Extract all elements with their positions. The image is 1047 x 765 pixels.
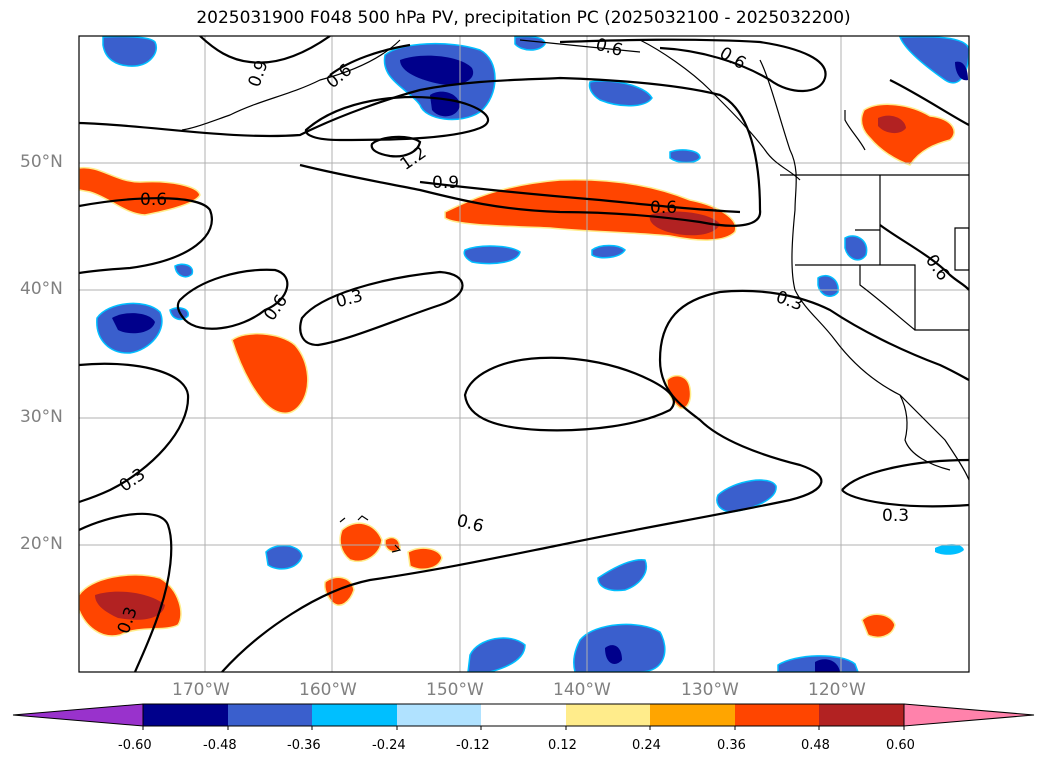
pc-blob-pos	[231, 332, 309, 414]
coastlines	[181, 39, 969, 553]
lon-label-170w: 170°W	[172, 680, 230, 700]
pc-blob-neg	[591, 244, 626, 259]
pv-contour	[889, 79, 969, 126]
colorbar-bin	[481, 704, 566, 726]
lon-label-140w: 140°W	[553, 680, 611, 700]
colorbar-tick: 0.60	[886, 738, 915, 753]
pc-blob-neg	[174, 263, 194, 278]
pc-blob-neg	[817, 274, 839, 297]
pc-blob-neg-core	[400, 55, 474, 86]
colorbar-bin	[143, 704, 228, 726]
lat-label-20n: 20°N	[20, 534, 63, 554]
pv-contour	[841, 458, 969, 491]
pc-blob-pos	[407, 547, 443, 571]
pc-blob-neg	[265, 544, 303, 570]
pc-blob-neg	[898, 36, 969, 84]
colorbar-tick: 0.48	[801, 738, 830, 753]
pv-contour	[79, 512, 173, 672]
gridlines	[79, 36, 969, 672]
pc-blob-neg	[467, 637, 526, 672]
colorbar-frame	[142, 703, 905, 727]
pv-contour	[221, 289, 969, 672]
pv-contour	[419, 180, 741, 214]
colorbar-extend-low	[12, 703, 144, 727]
pv-contour	[304, 95, 489, 142]
contour-label: 0.6	[593, 35, 624, 61]
pc-blob-neg	[588, 80, 653, 107]
contour-label: 0.6	[454, 511, 485, 537]
pv-contour	[329, 43, 411, 76]
colorbar-tick: -0.48	[203, 738, 237, 753]
pc-blob-pos-core	[95, 591, 165, 620]
pc-blob-pos	[860, 103, 955, 166]
contour-label: 0.6	[650, 198, 677, 218]
lon-label-120w: 120°W	[808, 680, 866, 700]
pc-blob-neg-core	[955, 61, 968, 81]
contour-label: 0.9	[432, 173, 459, 193]
colorbar-tick: 0.36	[717, 738, 746, 753]
pv-contour	[370, 135, 422, 158]
lat-label-30n: 30°N	[20, 407, 63, 427]
contour-label: 0.3	[773, 287, 805, 315]
pv-contour	[79, 76, 762, 227]
lon-label-150w: 150°W	[426, 680, 484, 700]
contour-label: 0.6	[716, 43, 749, 74]
colorbar-tick: -0.36	[287, 738, 321, 753]
colorbar-tick: 0.12	[548, 738, 577, 753]
colorbar-tick: -0.24	[372, 738, 406, 753]
pc-blob-neg-core	[815, 659, 840, 672]
colorbar-bin	[228, 704, 312, 726]
pc-blob-pos	[79, 166, 201, 216]
lon-label-160w: 160°W	[299, 680, 357, 700]
contour-label: 0.3	[882, 506, 909, 526]
pc-blob-pos	[861, 613, 896, 638]
map-title: 2025031900 F048 500 hPa PV, precipitatio…	[196, 8, 851, 28]
pv-contour	[176, 268, 289, 330]
lat-label-40n: 40°N	[20, 279, 63, 299]
contour-label: 1.2	[397, 143, 431, 175]
lon-label-130w: 130°W	[681, 680, 739, 700]
pc-blob-neg	[844, 235, 868, 261]
pv-contour	[463, 356, 675, 432]
colorbar-bin	[397, 704, 481, 726]
pc-blob-neg	[514, 36, 546, 51]
pv-contour	[879, 224, 969, 291]
contour-label: 0.6	[260, 291, 292, 325]
pc-blob-pos	[324, 576, 355, 606]
colorbar-bin	[735, 704, 819, 726]
pv-contour	[199, 36, 331, 64]
colorbar-bin	[650, 704, 735, 726]
colorbar-bin	[312, 704, 397, 726]
pc-blob-neg	[102, 36, 157, 67]
pc-blob-neg-core	[112, 313, 155, 334]
pc-blob-pos-core	[878, 115, 906, 134]
colorbar-bin	[819, 704, 904, 726]
pv-contour	[299, 270, 464, 347]
colorbar-tick: -0.12	[456, 738, 490, 753]
contour-label: 0.6	[323, 60, 357, 93]
colorbar-bin	[566, 704, 650, 726]
pc-blob-neg	[573, 623, 666, 672]
pv-contours	[79, 36, 969, 672]
pv-contour	[559, 38, 827, 93]
pv-contour	[841, 489, 969, 508]
precipitation-field	[79, 36, 969, 672]
colorbar-tick: -0.60	[118, 738, 152, 753]
colorbar-tick: 0.24	[632, 738, 661, 753]
pc-blob-neg-core	[605, 645, 622, 664]
pc-blob-neg	[597, 559, 647, 592]
pc-blob-neg	[463, 245, 521, 265]
contour-label: 0.6	[140, 190, 167, 210]
colorbar	[12, 703, 1035, 730]
lat-label-50n: 50°N	[20, 152, 63, 172]
colorbar-extend-high	[903, 703, 1035, 727]
map-frame	[78, 35, 970, 673]
pv-contour	[79, 362, 190, 504]
pv-contour	[79, 197, 213, 275]
pc-blob-neg	[669, 149, 701, 164]
pc-blob-pos	[339, 522, 383, 562]
pc-blob-neg	[716, 479, 777, 513]
pc-blob-neg	[935, 544, 964, 555]
